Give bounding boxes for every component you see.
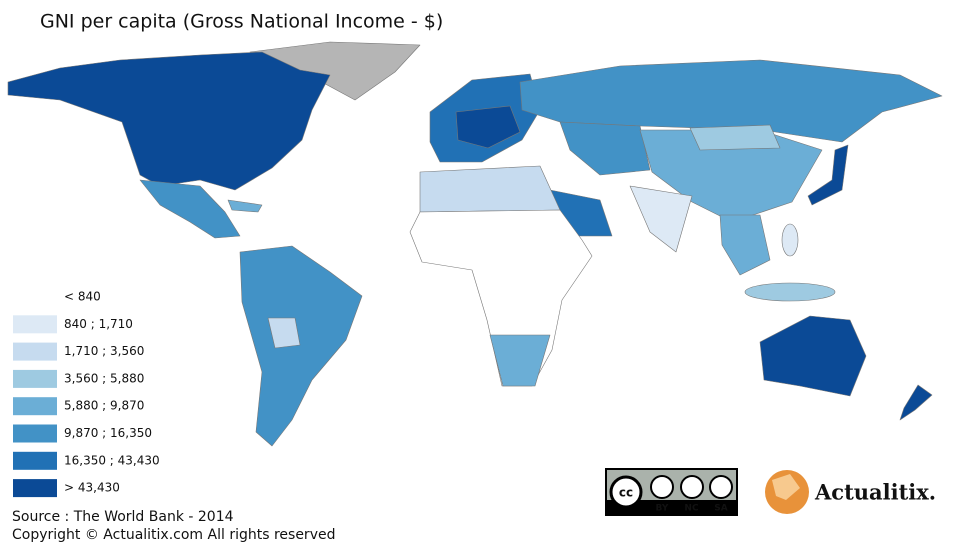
legend-swatch xyxy=(13,479,57,498)
license-badge: cc BY NC SA xyxy=(605,468,738,516)
legend-swatch xyxy=(13,451,57,470)
legend-swatch xyxy=(13,369,57,388)
north-africa xyxy=(419,165,561,213)
legend-label: 9,870 ; 16,350 xyxy=(64,426,152,440)
western-europe xyxy=(455,105,521,149)
japan xyxy=(807,144,849,206)
central-america xyxy=(139,179,241,239)
legend-label: 1,710 ; 3,560 xyxy=(64,344,144,358)
license-label: BY xyxy=(656,504,669,514)
south-america xyxy=(239,245,363,447)
license-label: SA xyxy=(714,504,727,514)
india xyxy=(629,185,693,253)
source: Source : The World Bank - 2014 xyxy=(12,509,234,525)
australia xyxy=(759,315,867,397)
legend-swatch xyxy=(13,288,57,306)
legend-swatch xyxy=(13,397,57,416)
legend-swatch xyxy=(13,342,57,361)
caribbean xyxy=(227,199,263,213)
legend-label: 840 ; 1,710 xyxy=(64,317,133,331)
svg-text:cc: cc xyxy=(619,486,633,500)
license-label: NC xyxy=(684,504,699,514)
legend-swatch xyxy=(13,424,57,443)
legend-swatch xyxy=(13,315,57,334)
legend-label: 3,560 ; 5,880 xyxy=(64,371,144,385)
central-asia xyxy=(559,121,651,176)
southeast-asia xyxy=(719,214,771,276)
new-zealand xyxy=(899,384,933,421)
north-america xyxy=(7,51,331,191)
legend-label: 16,350 ; 43,430 xyxy=(64,453,160,467)
russia xyxy=(519,59,943,143)
legend-label: 5,880 ; 9,870 xyxy=(64,399,144,413)
bolivia xyxy=(267,317,301,349)
map-title: GNI per capita (Gross National Income - … xyxy=(40,11,443,33)
logo-text: Actualitix. xyxy=(814,480,936,505)
world-map xyxy=(7,41,943,447)
logo: Actualitix. xyxy=(765,470,936,514)
philippines xyxy=(781,223,799,257)
copyright: Copyright © Actualitix.com All rights re… xyxy=(12,527,335,543)
legend: < 840 840 ; 1,710 1,710 ; 3,560 3,560 ; 5,8… xyxy=(13,288,160,498)
legend-label: < 840 xyxy=(64,290,101,304)
mongolia xyxy=(689,124,781,151)
indonesia xyxy=(744,282,836,302)
southern-africa xyxy=(489,334,551,387)
legend-label: > 43,430 xyxy=(64,481,120,495)
